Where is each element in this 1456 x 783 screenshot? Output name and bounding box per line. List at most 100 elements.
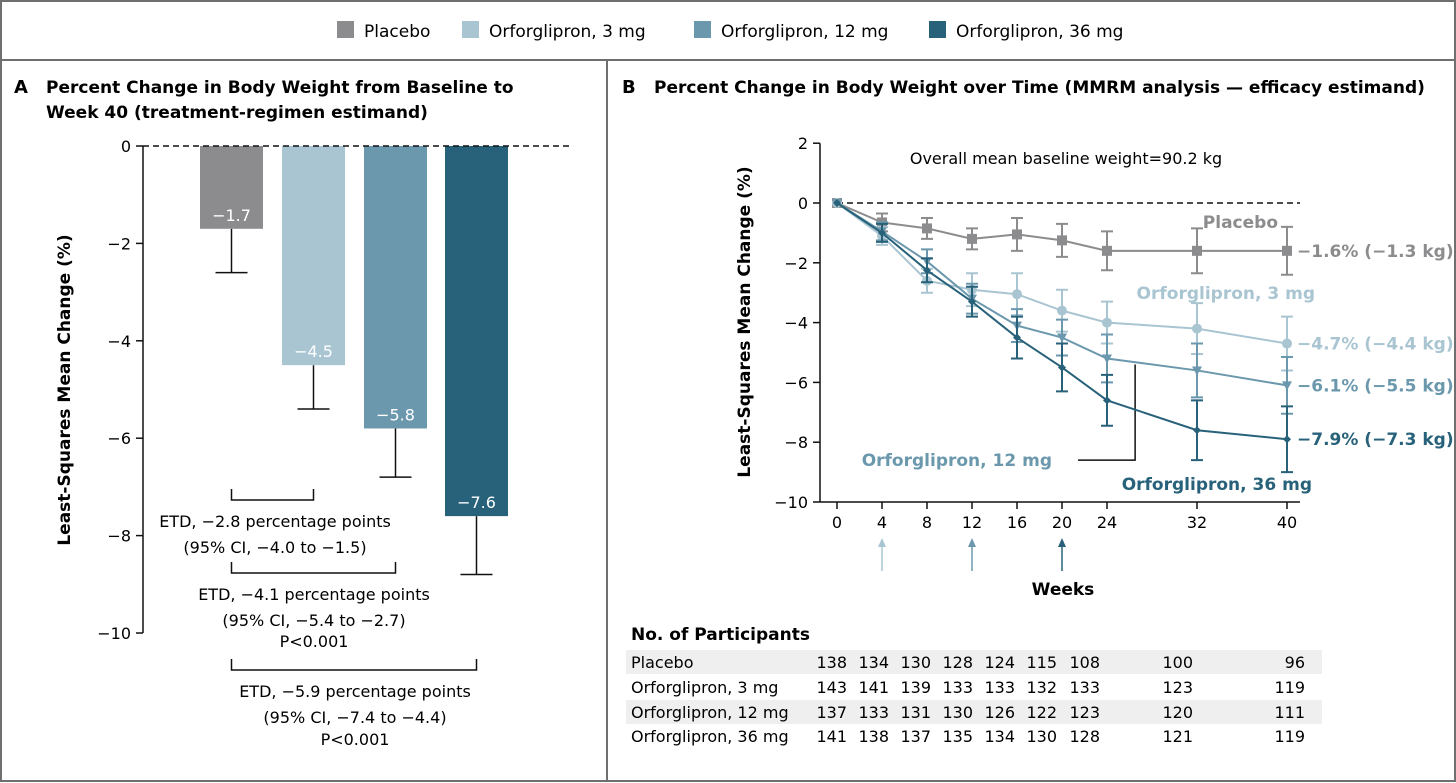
participant-count: 133	[858, 703, 889, 722]
participant-count: 120	[1162, 703, 1193, 722]
row-label: Placebo	[631, 653, 693, 672]
participant-count: 126	[984, 703, 1015, 722]
baseline-weight-annotation: Overall mean baseline weight=90.2 kg	[910, 149, 1222, 168]
participant-count: 130	[942, 703, 973, 722]
data-point-diamond	[1013, 333, 1021, 342]
panel-a-title-line2: Week 40 (treatment-regimen estimand)	[46, 103, 428, 123]
data-point-triangle	[1102, 354, 1112, 364]
label-leader-line	[1078, 364, 1136, 461]
table-row-stripe	[626, 700, 1322, 724]
series-end-label: −4.7% (−4.4 kg)	[1297, 335, 1454, 355]
participant-count: 132	[1026, 678, 1057, 697]
participant-count: 134	[858, 653, 889, 672]
x-tick-label: 32	[1187, 513, 1207, 532]
participant-count: 121	[1162, 727, 1193, 746]
series-0: −1.6% (−1.3 kg)	[832, 198, 1454, 276]
table-row: Orforglipron, 36 mg 141 138 137 135 134 130 128…	[631, 727, 1305, 746]
data-point-square	[967, 233, 977, 244]
participant-count: 137	[816, 703, 847, 722]
data-point-triangle	[1282, 381, 1292, 391]
y-tick-label: 0	[121, 137, 131, 156]
participants-table: Placebo 138 134 130 128 124 115 108 100 96 Orforgl…	[626, 650, 1322, 746]
x-tick-label: 24	[1097, 513, 1117, 532]
legend-swatch	[929, 21, 946, 38]
participant-count: 131	[900, 703, 931, 722]
data-point-diamond	[1283, 435, 1291, 444]
x-tick-label: 12	[962, 513, 982, 532]
panel-b-title: Percent Change in Body Weight over Time …	[654, 78, 1425, 98]
participant-count: 123	[1162, 678, 1193, 697]
participant-count: 138	[858, 727, 889, 746]
panel-b-y-axis-label: Least-Squares Mean Change (%)	[735, 166, 755, 477]
participant-count: 135	[942, 727, 973, 746]
data-point-square	[1282, 245, 1292, 256]
table-row-stripe	[626, 650, 1322, 674]
participant-count: 130	[1026, 727, 1057, 746]
data-point-square	[922, 223, 932, 234]
comparison-bracket	[230, 659, 478, 671]
series-label: Placebo	[1203, 213, 1278, 233]
participant-count: 143	[816, 678, 847, 697]
y-tick-label: −6	[784, 373, 808, 392]
data-point-triangle	[1057, 333, 1067, 343]
participant-count: 130	[900, 653, 931, 672]
data-point-diamond	[968, 297, 976, 306]
comparison-text: P<0.001	[321, 730, 390, 749]
series-label: Orforglipron, 36 mg	[1122, 475, 1312, 495]
participant-count: 137	[900, 727, 931, 746]
bar-1	[282, 146, 345, 366]
comparison-text: P<0.001	[280, 632, 349, 651]
y-tick-label: −10	[97, 624, 131, 643]
x-tick-label: 20	[1052, 513, 1072, 532]
data-point-diamond	[1103, 396, 1111, 405]
comparison-text: (95% CI, −4.0 to −1.5)	[183, 538, 366, 557]
participant-count: 119	[1274, 678, 1305, 697]
panel-a: A Percent Change in Body Weight from Bas…	[14, 77, 572, 749]
bar-0	[200, 146, 263, 229]
series-end-label: −6.1% (−5.5 kg)	[1297, 376, 1454, 396]
panel-a-letter: A	[14, 77, 28, 98]
comparison-bracket	[230, 562, 397, 574]
row-label: Orforglipron, 3 mg	[631, 678, 778, 697]
series-3: −7.9% (−7.3 kg)	[833, 199, 1454, 474]
y-tick-label: −8	[107, 527, 131, 546]
participant-count: 108	[1069, 653, 1100, 672]
series-label: Orforglipron, 12 mg	[862, 451, 1052, 471]
y-tick-label: −2	[107, 234, 131, 253]
legend-swatch	[337, 21, 354, 38]
data-point-diamond	[833, 199, 841, 207]
panel-b-letter: B	[622, 77, 636, 98]
comparison-text: ETD, −2.8 percentage points	[159, 512, 391, 531]
y-tick-label: 2	[798, 134, 808, 153]
participant-count: 100	[1162, 653, 1193, 672]
arrowhead-icon	[1058, 538, 1066, 547]
legend-label: Placebo	[364, 22, 430, 42]
data-point-square	[1057, 235, 1067, 246]
legend-label: Orforglipron, 3 mg	[489, 22, 646, 42]
participant-count: 128	[1069, 727, 1100, 746]
participant-count: 122	[1026, 703, 1057, 722]
bar-value-label: −4.5	[294, 342, 333, 361]
table-row: Orforglipron, 3 mg 143 141 139 133 133 132 133 1…	[631, 678, 1305, 697]
x-tick-label: 8	[922, 513, 932, 532]
participants-title: No. of Participants	[631, 625, 810, 645]
participant-count: 141	[816, 727, 847, 746]
legend-label: Orforglipron, 36 mg	[956, 22, 1123, 42]
panel-a-y-axis-label: Least-Squares Mean Change (%)	[55, 234, 75, 545]
participant-count: 134	[984, 727, 1015, 746]
bar-2	[364, 146, 427, 429]
x-tick-label: 4	[877, 513, 887, 532]
panel-b: B Percent Change in Body Weight over Tim…	[622, 77, 1454, 746]
data-point-diamond	[923, 266, 931, 275]
comparison-text: (95% CI, −7.4 to −4.4)	[263, 708, 446, 727]
data-point-diamond	[878, 228, 886, 237]
data-point-square	[1192, 245, 1202, 256]
participant-count: 133	[984, 678, 1015, 697]
bar-value-label: −7.6	[457, 493, 496, 512]
x-tick-label: 40	[1277, 513, 1297, 532]
legend-swatch	[694, 21, 711, 38]
y-tick-label: −8	[784, 433, 808, 452]
y-tick-label: −2	[784, 254, 808, 273]
comparison-text: ETD, −4.1 percentage points	[198, 585, 430, 604]
